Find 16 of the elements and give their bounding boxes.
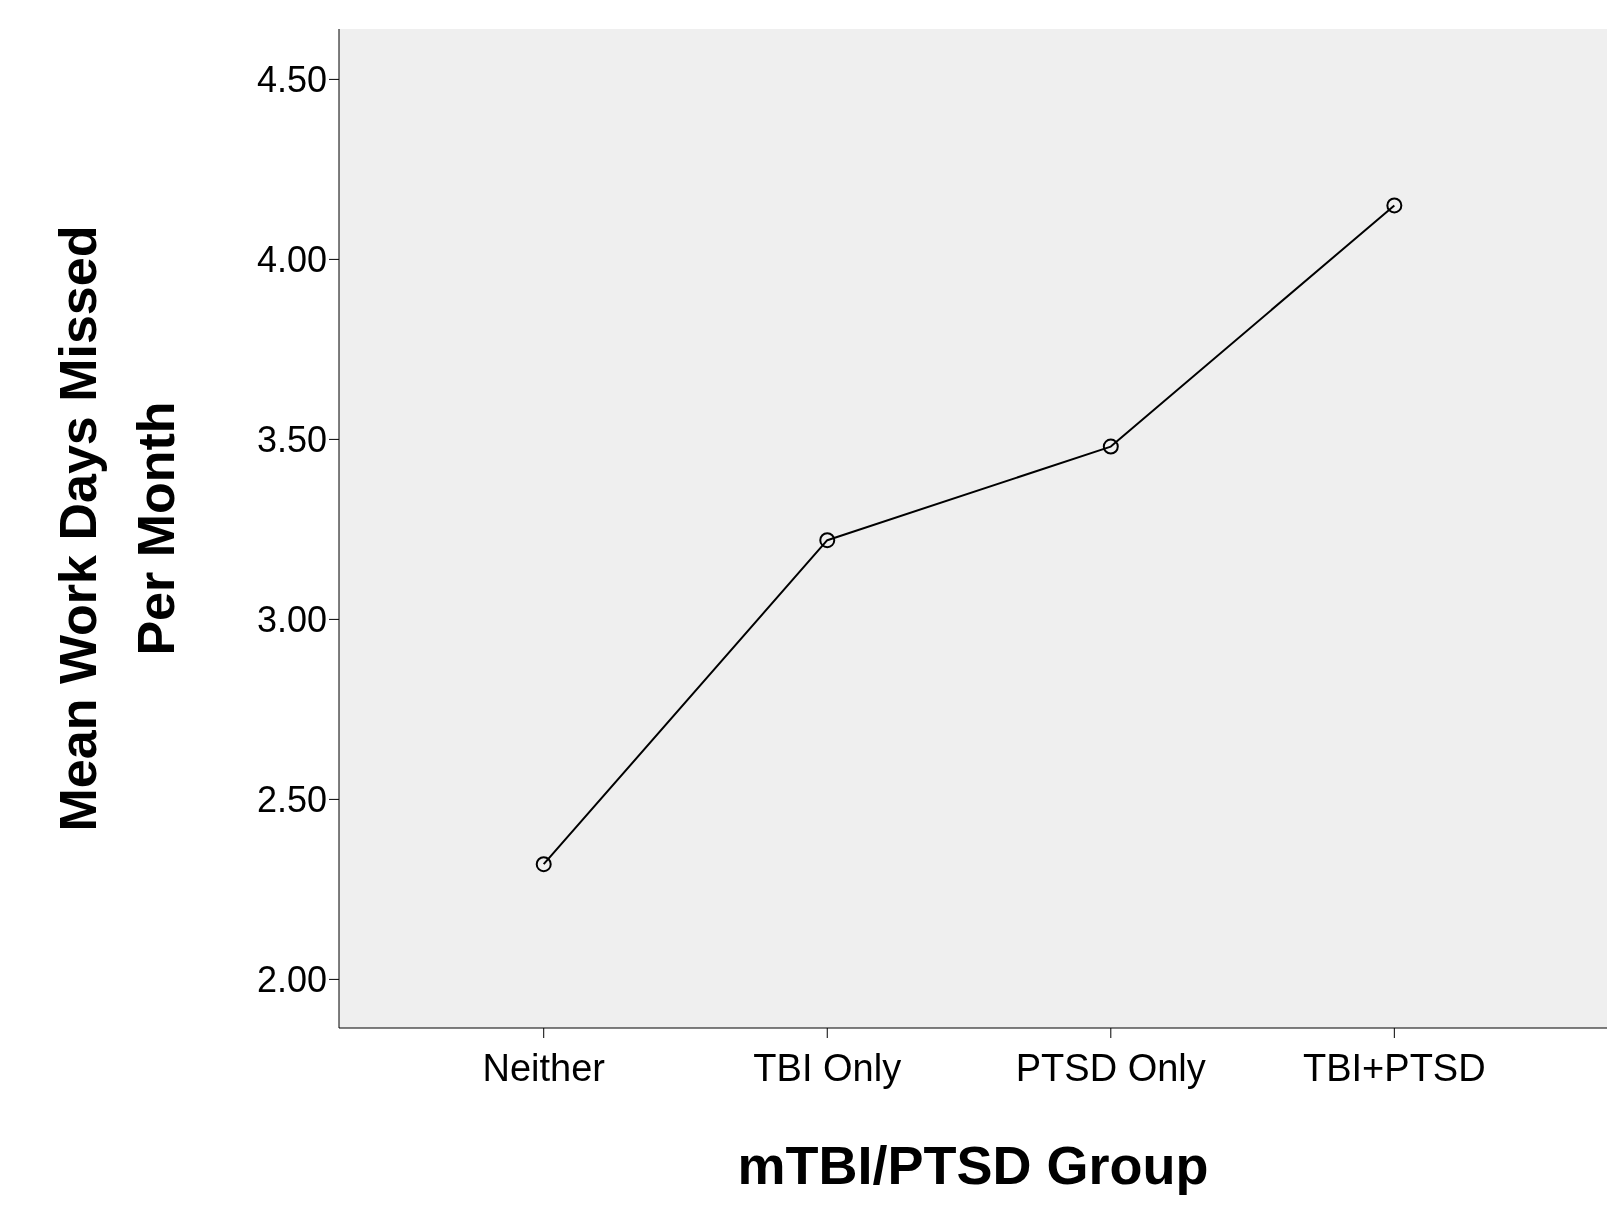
x-tick-label: Neither: [482, 1046, 606, 1089]
x-tick-label: TBI+PTSD: [1303, 1046, 1486, 1089]
y-tick-label: 3.50: [256, 419, 327, 461]
x-axis-title: mTBI/PTSD Group: [737, 1135, 1209, 1195]
x-tick-label: PTSD Only: [1015, 1046, 1206, 1089]
y-axis-title: Mean Work Days Missed Per Month: [49, 225, 185, 832]
x-tick-label: TBI Only: [753, 1046, 902, 1089]
point: [1386, 197, 1403, 214]
point: [535, 856, 552, 873]
point: [1102, 438, 1119, 455]
y-tick-label: 4.00: [256, 239, 327, 281]
point: [819, 532, 836, 549]
y-tick-label: 3.00: [256, 599, 327, 641]
y-tick-label: 4.50: [256, 59, 327, 101]
y-tick-label: 2.00: [256, 959, 327, 1001]
y-tick-label: 2.50: [256, 779, 327, 821]
